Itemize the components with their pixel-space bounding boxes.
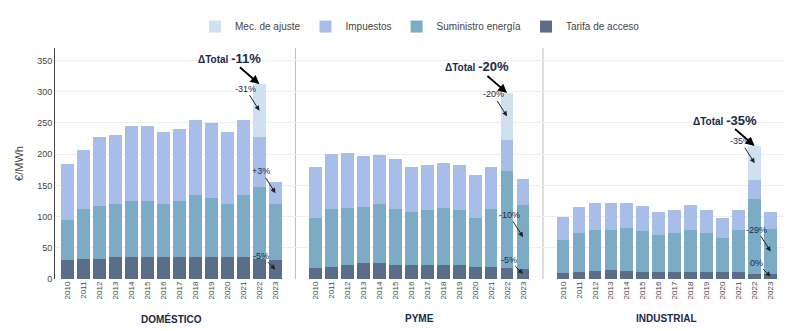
svg-text:ΔTotal -11%: ΔTotal -11% <box>198 51 261 66</box>
svg-text:2021: 2021 <box>734 281 743 299</box>
svg-text:2012: 2012 <box>591 281 600 299</box>
svg-text:2020: 2020 <box>223 281 232 299</box>
svg-text:2016: 2016 <box>654 281 663 299</box>
svg-text:2015: 2015 <box>391 281 400 299</box>
svg-text:2018: 2018 <box>686 281 695 299</box>
svg-text:2012: 2012 <box>95 281 104 299</box>
svg-text:2023: 2023 <box>766 281 775 299</box>
svg-text:2017: 2017 <box>175 281 184 299</box>
svg-text:Mec. de ajuste: Mec. de ajuste <box>235 21 300 32</box>
svg-text:2014: 2014 <box>622 281 631 299</box>
svg-text:2014: 2014 <box>375 281 384 299</box>
svg-text:2010: 2010 <box>559 281 568 299</box>
svg-text:2022: 2022 <box>503 281 512 299</box>
svg-text:0: 0 <box>47 274 52 284</box>
svg-text:2011: 2011 <box>79 281 88 299</box>
svg-text:250: 250 <box>37 118 52 128</box>
svg-text:2013: 2013 <box>359 281 368 299</box>
svg-text:2013: 2013 <box>111 281 120 299</box>
svg-text:ΔTotal -35%: ΔTotal -35% <box>693 113 757 128</box>
svg-text:2017: 2017 <box>423 281 432 299</box>
svg-text:2020: 2020 <box>718 281 727 299</box>
svg-text:2010: 2010 <box>63 281 72 299</box>
svg-text:0%: 0% <box>750 258 763 268</box>
svg-text:2022: 2022 <box>255 281 264 299</box>
svg-text:€/MWh: €/MWh <box>13 146 25 181</box>
svg-text:2012: 2012 <box>343 281 352 299</box>
svg-text:2014: 2014 <box>127 281 136 299</box>
svg-text:-5%: -5% <box>501 255 517 265</box>
svg-text:150: 150 <box>37 181 52 191</box>
svg-text:2017: 2017 <box>670 281 679 299</box>
svg-text:Suministro energía: Suministro energía <box>437 21 521 32</box>
svg-text:INDUSTRIAL: INDUSTRIAL <box>636 313 697 324</box>
svg-text:-5%: -5% <box>253 251 269 261</box>
svg-text:Impuestos: Impuestos <box>345 21 391 32</box>
svg-text:-29%: -29% <box>746 225 767 235</box>
svg-text:2019: 2019 <box>207 281 216 299</box>
svg-text:-20%: -20% <box>483 89 504 99</box>
svg-text:ΔTotal -20%: ΔTotal -20% <box>445 59 509 74</box>
svg-text:2022: 2022 <box>750 281 759 299</box>
svg-text:200: 200 <box>37 149 52 159</box>
svg-text:2019: 2019 <box>702 281 711 299</box>
svg-text:-31%: -31% <box>235 84 256 94</box>
svg-text:2016: 2016 <box>159 281 168 299</box>
svg-text:100: 100 <box>37 212 52 222</box>
svg-text:2023: 2023 <box>271 281 280 299</box>
svg-text:2021: 2021 <box>487 281 496 299</box>
svg-text:2021: 2021 <box>239 281 248 299</box>
svg-text:DOMÉSTICO: DOMÉSTICO <box>141 313 202 325</box>
svg-text:-35%: -35% <box>730 136 751 146</box>
svg-text:2023: 2023 <box>519 281 528 299</box>
svg-text:300: 300 <box>37 87 52 97</box>
svg-text:2010: 2010 <box>311 281 320 299</box>
svg-text:2015: 2015 <box>638 281 647 299</box>
svg-text:2019: 2019 <box>455 281 464 299</box>
svg-text:2015: 2015 <box>143 281 152 299</box>
svg-text:2016: 2016 <box>407 281 416 299</box>
svg-text:2011: 2011 <box>575 281 584 299</box>
svg-text:Tarifa de acceso: Tarifa de acceso <box>566 21 639 32</box>
svg-text:-10%: -10% <box>499 210 520 220</box>
svg-text:350: 350 <box>37 56 52 66</box>
svg-text:PYME: PYME <box>405 313 434 324</box>
svg-text:50: 50 <box>42 243 52 253</box>
svg-text:2018: 2018 <box>439 281 448 299</box>
svg-text:2011: 2011 <box>327 281 336 299</box>
svg-text:+3%: +3% <box>252 166 270 176</box>
svg-text:2020: 2020 <box>471 281 480 299</box>
svg-text:2018: 2018 <box>191 281 200 299</box>
svg-text:2013: 2013 <box>606 281 615 299</box>
